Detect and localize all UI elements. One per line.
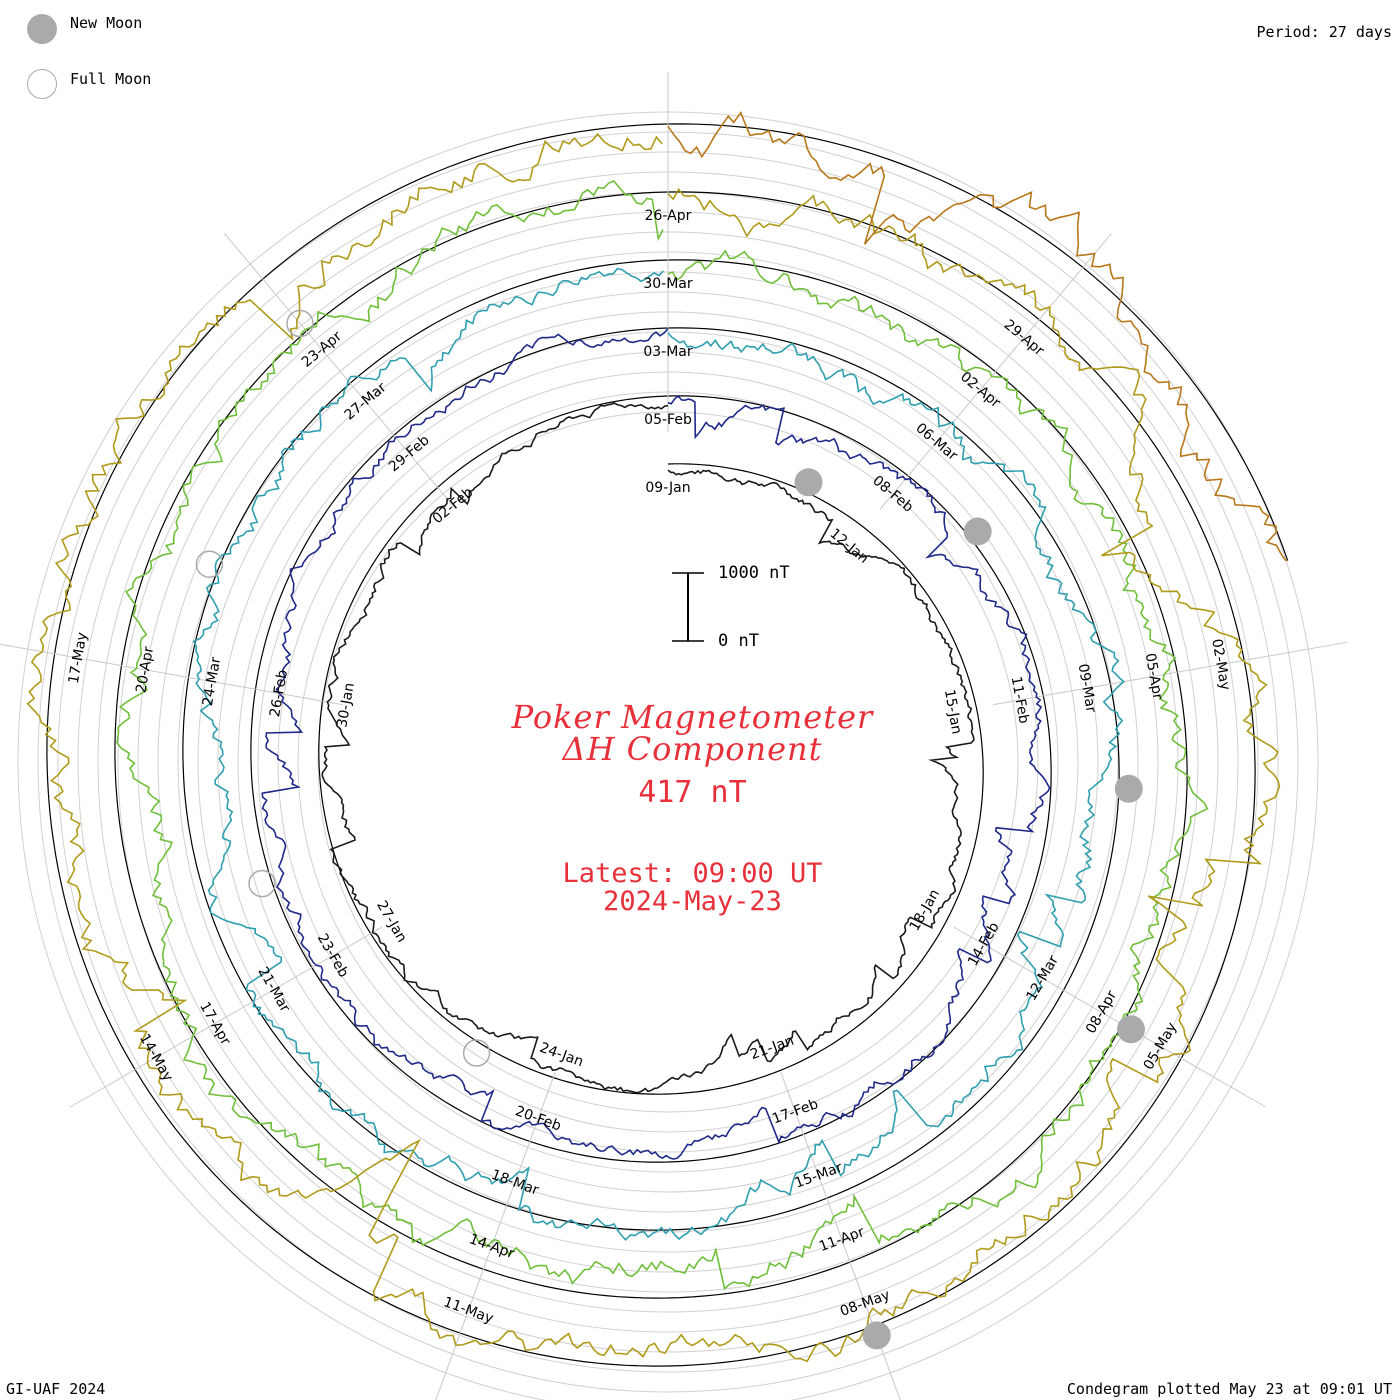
latest-date: 2024-May-23 xyxy=(603,886,782,917)
date-tick-label: 17-Apr xyxy=(196,999,233,1048)
full-moon-marker xyxy=(248,869,276,898)
trace-rotation-1 xyxy=(321,402,975,1094)
chart-title: Poker Magnetometer xyxy=(511,698,874,736)
new-moon-swatch xyxy=(27,14,57,44)
date-tick-label: 29-Apr xyxy=(1001,317,1047,359)
full-moon-swatch xyxy=(27,69,57,99)
new-moon-marker xyxy=(1114,774,1143,803)
radial-spokes xyxy=(0,72,1348,1400)
date-tick-label: 18-Mar xyxy=(489,1167,541,1199)
date-tick-label: 09-Jan xyxy=(645,480,690,496)
footer-plotted-time: Condegram plotted May 23 at 09:01 UT xyxy=(1066,1380,1392,1398)
date-tick-label: 05-Apr xyxy=(1142,652,1166,701)
moon-markers xyxy=(195,309,1145,1350)
latest-time: Latest: 09:00 UT xyxy=(562,858,823,889)
date-tick-label: 27-Mar xyxy=(342,379,390,423)
date-tick-label: 03-Mar xyxy=(643,344,693,360)
period-label: Period: 27 days xyxy=(1256,23,1392,41)
date-tick-label: 30-Jan xyxy=(334,682,358,729)
new-moon-marker xyxy=(1117,1015,1145,1044)
trace-rotation-6 xyxy=(667,110,1288,562)
new-moon-marker xyxy=(862,1321,891,1350)
data-traces xyxy=(26,110,1288,1363)
date-tick-label: 24-Jan xyxy=(537,1040,585,1071)
date-tick-label: 05-Feb xyxy=(644,412,692,428)
date-tick-label: 29-Feb xyxy=(386,432,433,475)
date-tick-label: 12-Mar xyxy=(1023,953,1062,1004)
date-tick-label: 23-Feb xyxy=(314,931,352,980)
new-moon-legend-label: New Moon xyxy=(70,14,143,32)
scale-bar xyxy=(672,572,704,642)
date-tick-label: 14-Apr xyxy=(467,1231,517,1262)
date-tick-label: 12-Jan xyxy=(827,526,872,567)
current-value: 417 nT xyxy=(638,775,747,810)
trace-rotation-2 xyxy=(261,328,1051,1160)
trace-rotation-4 xyxy=(116,180,1209,1291)
date-tick-label: 11-May xyxy=(441,1294,495,1327)
date-tick-label: 08-Apr xyxy=(1083,988,1120,1037)
new-moon-marker xyxy=(794,468,823,497)
new-moon-marker xyxy=(963,517,992,546)
footer-credit: GI-UAF 2024 xyxy=(6,1380,106,1398)
date-tick-label: 15-Jan xyxy=(941,688,965,735)
scale-top-label: 1000 nT xyxy=(718,563,790,583)
date-tick-label: 20-Apr xyxy=(133,645,157,694)
chart-subtitle: ΔH Component xyxy=(562,730,823,768)
full-moon-marker xyxy=(286,309,314,338)
full-moon-marker xyxy=(462,1039,491,1067)
date-tick-label: 08-May xyxy=(838,1287,892,1320)
full-moon-legend-label: Full Moon xyxy=(70,70,152,88)
trace-rotation-5 xyxy=(26,132,1281,1363)
full-moon-marker xyxy=(195,550,224,578)
date-tick-label: 02-Apr xyxy=(957,369,1003,411)
scale-bottom-label: 0 nT xyxy=(718,631,759,651)
date-tick-label: 30-Mar xyxy=(643,276,693,292)
date-tick-label: 11-Apr xyxy=(817,1224,867,1255)
trace-rotation-3 xyxy=(192,267,1125,1241)
date-tick-label: 26-Apr xyxy=(645,208,692,224)
date-tick-label: 17-Feb xyxy=(770,1096,820,1127)
